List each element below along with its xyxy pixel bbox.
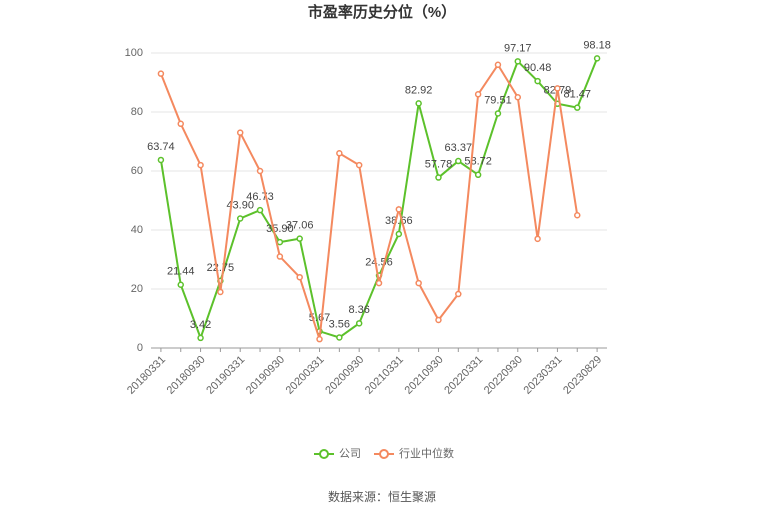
data-label: 3.56 — [329, 318, 350, 330]
point — [296, 235, 303, 242]
series-line — [159, 62, 579, 340]
x-tick-label: 20230331 — [522, 354, 565, 397]
data-label: 97.17 — [504, 42, 532, 54]
data-label: 58.72 — [464, 156, 492, 168]
point — [455, 157, 462, 165]
point — [474, 91, 482, 98]
x-tick-label: 20200331 — [284, 354, 327, 397]
y-tick-label: 100 — [125, 47, 143, 59]
point — [435, 316, 442, 324]
x-tick-label: 20180331 — [125, 354, 168, 397]
data-label: 21.44 — [167, 266, 195, 278]
data-label: 81.47 — [563, 89, 591, 101]
source: 数据来源：恒生聚源 — [328, 489, 436, 504]
point — [355, 320, 363, 327]
point — [336, 334, 343, 341]
x-tick-label: 20230829 — [561, 354, 604, 397]
data-label: 63.74 — [147, 141, 175, 153]
point — [593, 55, 601, 62]
data-label: 63.37 — [445, 142, 473, 154]
point — [435, 174, 442, 181]
point — [455, 290, 462, 298]
point — [197, 161, 204, 169]
point — [276, 253, 284, 260]
point — [474, 171, 482, 179]
data-label: 3.42 — [190, 319, 211, 331]
data-label: 37.06 — [286, 220, 314, 232]
legend-item: 公司 — [314, 448, 361, 460]
point — [256, 206, 264, 214]
point — [336, 150, 343, 157]
data-label: 43.90 — [226, 199, 254, 211]
point — [554, 85, 561, 92]
data-label: 57.78 — [425, 158, 453, 170]
legend-label: 公司 — [339, 448, 361, 460]
data-label: 22.75 — [207, 262, 235, 274]
point — [574, 104, 581, 111]
legend-symbol — [319, 449, 329, 459]
point — [375, 279, 383, 287]
point — [395, 230, 403, 238]
chart-title: 市盈率历史分位（%） — [308, 3, 456, 21]
legend-symbol — [379, 449, 389, 459]
point — [236, 215, 244, 222]
point — [296, 273, 303, 281]
data-label: 38.66 — [385, 215, 413, 227]
data-label: 8.36 — [348, 304, 369, 316]
point — [177, 281, 184, 289]
y-tick-label: 20 — [131, 283, 143, 295]
point — [157, 70, 165, 77]
data-label: 90.48 — [524, 62, 552, 74]
x-tick-label: 20190331 — [204, 354, 247, 397]
point — [534, 235, 541, 243]
x-tick-label: 20210930 — [403, 354, 446, 397]
point — [395, 206, 403, 213]
data-label: 82.92 — [405, 84, 433, 96]
x-tick-label: 20220930 — [482, 354, 525, 397]
point — [217, 288, 224, 296]
data-label: 79.51 — [484, 94, 512, 106]
legend-item: 行业中位数 — [374, 446, 454, 460]
x-tick-label: 20190930 — [244, 354, 287, 397]
point — [177, 120, 184, 128]
point — [197, 334, 204, 342]
y-tick-label: 40 — [131, 224, 143, 236]
x-tick-label: 20180930 — [165, 354, 208, 397]
point — [157, 156, 165, 164]
point — [574, 212, 581, 219]
point — [494, 61, 502, 69]
point — [316, 335, 323, 343]
x-tick-label: 20210331 — [363, 354, 406, 397]
point — [534, 77, 541, 85]
point — [276, 238, 284, 246]
point — [494, 110, 502, 117]
legend-label: 行业中位数 — [399, 446, 454, 460]
y-tick-label: 60 — [131, 165, 143, 177]
point — [256, 167, 264, 175]
y-tick-label: 80 — [131, 106, 143, 118]
data-label: 98.18 — [583, 39, 611, 51]
y-tick-label: 0 — [137, 342, 143, 354]
x-tick-label: 20200930 — [323, 354, 366, 397]
point — [514, 58, 522, 65]
data-label: 24.56 — [365, 256, 393, 268]
x-tick-label: 20220331 — [442, 354, 485, 397]
data-label: 46.73 — [246, 191, 274, 203]
point — [355, 161, 363, 169]
point — [415, 100, 422, 107]
point — [236, 129, 244, 136]
point — [415, 279, 422, 287]
point — [514, 94, 522, 101]
